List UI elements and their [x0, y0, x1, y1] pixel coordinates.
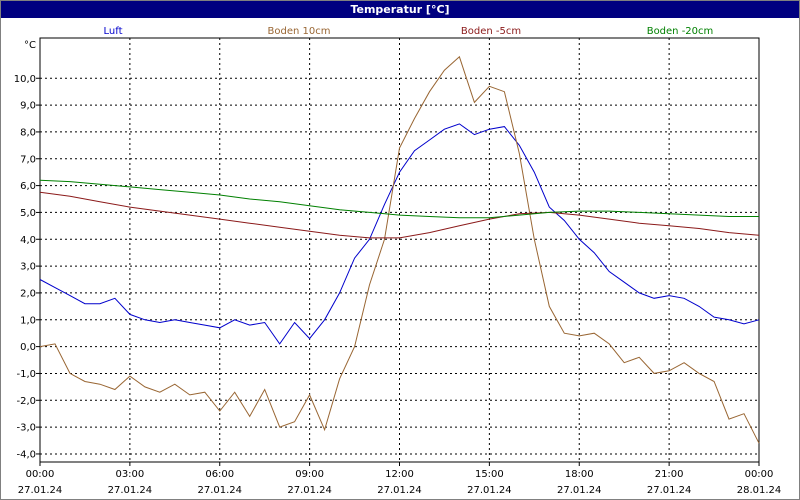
x-tick-date: 27.01.24: [467, 485, 512, 496]
x-tick-date: 27.01.24: [557, 485, 602, 496]
series-line-1: [39, 123, 760, 345]
y-tick-label: 9,0: [20, 101, 36, 112]
x-tick-time: 18:00: [565, 469, 594, 480]
x-tick-date: 27.01.24: [108, 485, 153, 496]
x-tick-time: 09:00: [295, 469, 324, 480]
legend-entry-4: Boden -20cm: [647, 26, 714, 37]
y-tick-label: -2,0: [16, 396, 36, 407]
x-tick-time: 21:00: [655, 469, 684, 480]
y-tick-label: -4,0: [16, 449, 36, 460]
series-lines: [39, 55, 760, 444]
y-tick-label: 4,0: [20, 235, 36, 246]
series-line-2: [39, 55, 760, 444]
window-title: Temperatur [°C]: [1, 1, 799, 18]
y-tick-label: -3,0: [16, 423, 36, 434]
legend-entry-1: Luft: [104, 26, 123, 37]
grid: [40, 38, 759, 462]
x-tick-time: 12:00: [385, 469, 414, 480]
x-tick-time: 03:00: [115, 469, 144, 480]
y-tick-label: 5,0: [20, 208, 36, 219]
x-tick-time: 15:00: [475, 469, 504, 480]
y-tick-label: -1,0: [16, 369, 36, 380]
y-axis: 10,0 9,0 8,0 7,0 6,0 5,0 4,0 3,0 2,0 1,0 0,0 -1,0 -2…: [14, 74, 40, 460]
y-tick-label: 8,0: [20, 127, 36, 138]
x-axis: 00:00 27.01.24 03:00 27.01.24 06:00 27.01.24 0…: [18, 462, 782, 496]
y-tick-label: 2,0: [20, 288, 36, 299]
y-tick-label: 0,0: [20, 342, 36, 353]
x-tick-date: 28.01.24: [737, 485, 782, 496]
legend-entry-3: Boden -5cm: [461, 26, 521, 37]
y-tick-label: 6,0: [20, 181, 36, 192]
y-tick-label: 3,0: [20, 262, 36, 273]
x-tick-date: 27.01.24: [18, 485, 63, 496]
y-axis-unit: °C: [24, 40, 36, 51]
y-tick-label: 7,0: [20, 154, 36, 165]
series-line-4: [39, 179, 759, 219]
x-tick-date: 27.01.24: [197, 485, 242, 496]
y-tick-label: 1,0: [20, 315, 36, 326]
legend-entry-2: Boden 10cm: [268, 26, 331, 37]
legend: Luft Boden 10cm Boden -5cm Boden -20cm: [104, 26, 714, 37]
x-tick-date: 27.01.24: [377, 485, 422, 496]
x-tick-time: 00:00: [745, 469, 774, 480]
series-line-3: [39, 191, 760, 239]
x-tick-date: 27.01.24: [287, 485, 332, 496]
y-tick-label: 10,0: [14, 74, 36, 85]
x-tick-time: 06:00: [205, 469, 234, 480]
x-tick-date: 27.01.24: [647, 485, 692, 496]
x-tick-time: 00:00: [26, 469, 55, 480]
